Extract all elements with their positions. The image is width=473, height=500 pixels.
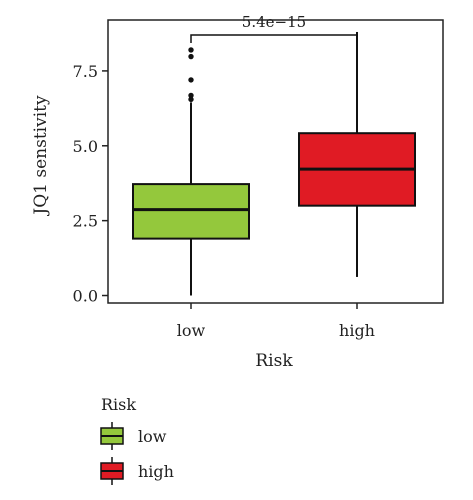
plot-area: 0.0 2.5 5.0 7.5 low high 5.4e−15 <box>73 13 444 340</box>
y-tick-label: 7.5 <box>73 62 98 81</box>
outlier-point <box>188 77 194 83</box>
plot-border <box>107 19 444 304</box>
p-value-label: 5.4e−15 <box>242 13 306 31</box>
outlier-point <box>188 53 194 60</box>
x-axis-label: Risk <box>255 351 293 371</box>
legend-label-low: low <box>138 427 167 446</box>
outlier-point <box>188 92 194 99</box>
box-low <box>132 183 250 240</box>
y-tick-label: 2.5 <box>73 212 98 231</box>
x-tick-label: high <box>339 321 375 340</box>
comparison-bracket <box>190 34 358 43</box>
x-tick-label: low <box>177 321 206 340</box>
legend-title: Risk <box>101 395 136 414</box>
y-tick-label: 0.0 <box>73 287 98 306</box>
outlier-point <box>188 96 194 103</box>
legend-label-high: high <box>138 462 174 481</box>
y-tick-label: 5.0 <box>73 137 98 156</box>
y-axis-label: JQ1 senstivity <box>31 95 51 217</box>
outlier-point <box>188 47 194 53</box>
